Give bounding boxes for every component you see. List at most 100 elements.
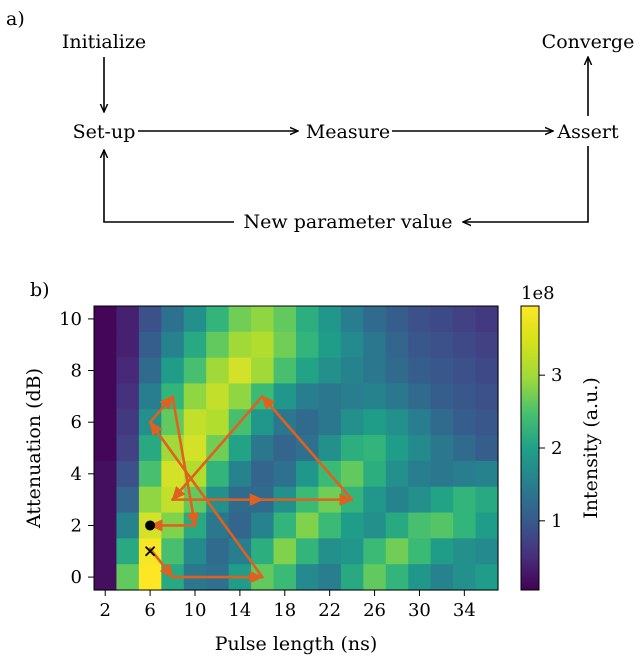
y-tick-label: 4 bbox=[71, 464, 82, 485]
heatmap-cell bbox=[161, 357, 185, 385]
heatmap-cell bbox=[138, 331, 162, 359]
heatmap-cell bbox=[340, 435, 364, 462]
heatmap-cell bbox=[206, 409, 230, 436]
heatmap-cell bbox=[183, 409, 207, 436]
x-axis-label: Pulse length (ns) bbox=[215, 633, 378, 655]
heatmap-cell bbox=[94, 435, 118, 462]
heatmap-cell bbox=[475, 409, 499, 436]
heatmap-cell bbox=[228, 331, 252, 359]
heatmap-cell bbox=[183, 538, 207, 565]
plot-frame bbox=[93, 305, 499, 591]
heatmap-cell bbox=[273, 331, 297, 359]
heatmap-cell bbox=[228, 306, 252, 333]
heatmap-cell bbox=[340, 383, 364, 410]
heatmap-cell bbox=[116, 409, 140, 436]
x-tick-label: 34 bbox=[453, 600, 476, 621]
heatmap-cell bbox=[340, 460, 364, 488]
path-segment bbox=[261, 395, 354, 501]
heatmap-cell bbox=[363, 331, 387, 359]
heatmap-cell bbox=[116, 564, 140, 591]
heatmap-cell bbox=[94, 460, 118, 488]
arrow-assert-newparam bbox=[463, 146, 589, 222]
heatmap-cell bbox=[94, 538, 118, 565]
heatmap-cell bbox=[408, 512, 432, 539]
node-initialize: Initialize bbox=[62, 31, 146, 53]
heatmap-cell bbox=[430, 538, 454, 565]
node-setup: Set-up bbox=[73, 121, 136, 143]
path-segment bbox=[171, 395, 264, 501]
colorbar bbox=[520, 305, 540, 591]
heatmap-cell bbox=[475, 383, 499, 410]
heatmap-cell bbox=[273, 512, 297, 539]
heatmap-cell bbox=[363, 306, 387, 333]
x-tick-label: 2 bbox=[99, 600, 110, 621]
heatmap-cell bbox=[273, 383, 297, 410]
heatmap-cell bbox=[296, 409, 320, 436]
heatmap-cell bbox=[453, 512, 477, 539]
heatmap-cell bbox=[453, 306, 477, 333]
heatmap-cell bbox=[430, 306, 454, 333]
heatmap-cell bbox=[453, 460, 477, 488]
heatmap-cell bbox=[183, 331, 207, 359]
heatmap-cell bbox=[138, 435, 162, 462]
heatmap-cell bbox=[296, 306, 320, 333]
heatmap-cell bbox=[116, 460, 140, 488]
heatmap-cell bbox=[385, 357, 409, 385]
heatmap-cell bbox=[363, 486, 387, 514]
heatmap-cell bbox=[318, 512, 342, 539]
end-marker bbox=[145, 520, 156, 531]
heatmap-cell bbox=[430, 435, 454, 462]
heatmap-cell bbox=[453, 409, 477, 436]
heatmap-cell bbox=[251, 460, 275, 488]
heatmap-cell bbox=[385, 460, 409, 488]
heatmap-cell bbox=[161, 409, 185, 436]
node-converge: Converge bbox=[542, 31, 635, 53]
heatmap-cell bbox=[363, 383, 387, 410]
heatmap-cell bbox=[273, 564, 297, 591]
y-axis-label: Attenuation (dB) bbox=[23, 368, 45, 529]
heatmap-cell bbox=[453, 331, 477, 359]
heatmap-cell bbox=[206, 460, 230, 488]
heatmap-cell bbox=[318, 564, 342, 591]
heatmap-cell bbox=[408, 409, 432, 436]
heatmap-cell bbox=[296, 357, 320, 385]
heatmap-cell bbox=[363, 409, 387, 436]
heatmap-cell bbox=[318, 538, 342, 565]
colorbar-scale-label: 1e8 bbox=[521, 283, 555, 304]
path-segment bbox=[171, 395, 200, 527]
heatmap-cell bbox=[228, 435, 252, 462]
heatmap-cell bbox=[116, 486, 140, 514]
heatmap-cell bbox=[206, 306, 230, 333]
node-assert: Assert bbox=[556, 121, 619, 143]
heatmap-cell bbox=[161, 331, 185, 359]
heatmap-cell bbox=[251, 331, 275, 359]
heatmap-cell bbox=[116, 383, 140, 410]
x-tick-label: 14 bbox=[228, 600, 251, 621]
heatmap-cell bbox=[340, 564, 364, 591]
heatmap-cell bbox=[138, 306, 162, 333]
heatmap-cell bbox=[453, 564, 477, 591]
colorbar-tick-label: 2 bbox=[551, 438, 562, 459]
heatmap-cell bbox=[453, 486, 477, 514]
heatmap-cell bbox=[408, 486, 432, 514]
heatmap-cell bbox=[475, 331, 499, 359]
heatmap-cell bbox=[318, 306, 342, 333]
heatmap-cell bbox=[206, 331, 230, 359]
y-tick-label: 6 bbox=[71, 412, 82, 433]
heatmap-cell bbox=[94, 306, 118, 333]
heatmap-cell bbox=[385, 435, 409, 462]
heatmap-cell bbox=[363, 435, 387, 462]
heatmap-cell bbox=[116, 306, 140, 333]
heatmap-cell bbox=[116, 331, 140, 359]
heatmap-cell bbox=[408, 435, 432, 462]
node-measure: Measure bbox=[306, 121, 390, 143]
heatmap-cell bbox=[273, 538, 297, 565]
y-tick-label: 2 bbox=[71, 515, 82, 536]
heatmap-cell bbox=[430, 486, 454, 514]
colorbar-axis: 1 2 3 bbox=[539, 365, 562, 532]
heatmap-cell bbox=[251, 512, 275, 539]
x-tick-label: 6 bbox=[144, 600, 155, 621]
heatmap-cell bbox=[94, 512, 118, 539]
flow-diagram: a) Initialize Set-up Measure Assert Conv… bbox=[6, 8, 634, 233]
